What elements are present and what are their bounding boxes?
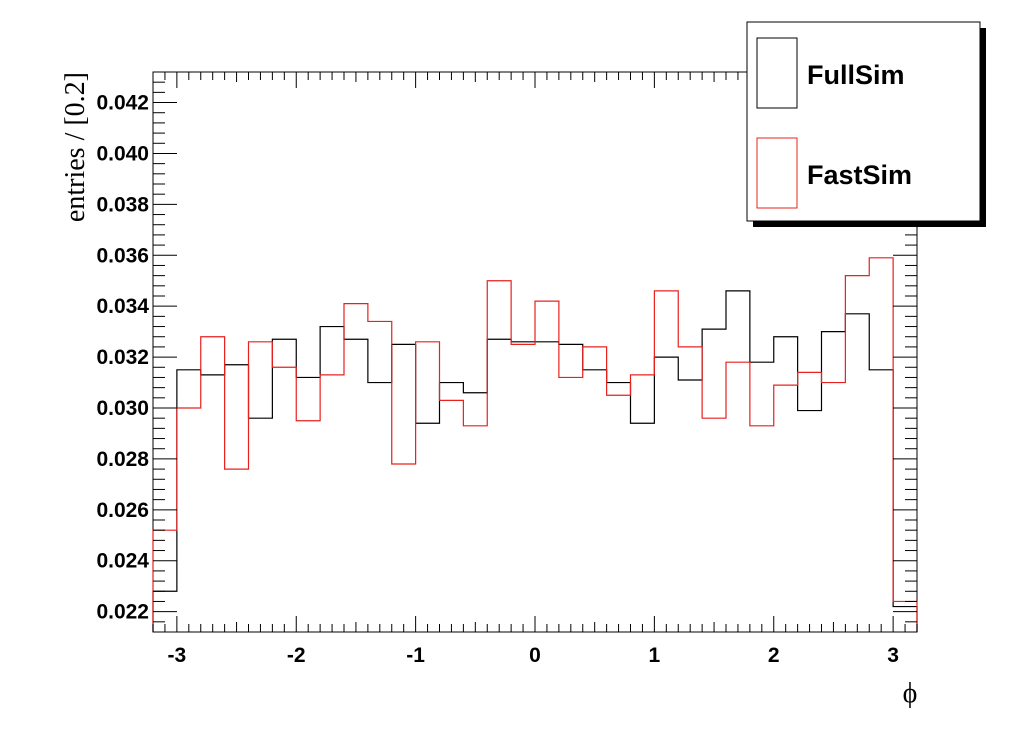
- legend-label-fullsim: FullSim: [807, 60, 905, 90]
- legend-swatch-fullsim: [756, 37, 798, 109]
- series-line-fastsim: [152, 257, 918, 632]
- y-tick-label: 0.028: [96, 448, 149, 471]
- y-tick-label: 0.032: [96, 346, 149, 369]
- y-tick-label: 0.034: [96, 295, 149, 318]
- legend-swatch-fastsim: [756, 137, 798, 209]
- y-tick-label: 0.022: [96, 601, 149, 624]
- x-tick-label: 3: [887, 644, 899, 667]
- x-tick-label: -1: [406, 644, 425, 667]
- y-tick-label: 0.038: [96, 193, 149, 216]
- y-tick-label: 0.040: [96, 142, 149, 165]
- y-tick-label: 0.024: [96, 550, 149, 573]
- x-tick-label: 1: [649, 644, 661, 667]
- x-tick-label: 2: [768, 644, 780, 667]
- y-tick-label: 0.026: [96, 499, 149, 522]
- legend-label-fastsim: FastSim: [807, 160, 912, 190]
- y-tick-label: 0.036: [96, 244, 149, 267]
- x-tick-label: 0: [529, 644, 541, 667]
- x-tick-label: -3: [168, 644, 187, 667]
- x-tick-label: -2: [287, 644, 306, 667]
- x-axis-title: ϕ: [903, 678, 918, 709]
- y-tick-label: 0.042: [96, 92, 149, 115]
- y-tick-label: 0.030: [96, 397, 149, 420]
- y-axis-title: entries / [0.2]: [60, 72, 91, 222]
- legend-box: [746, 21, 981, 222]
